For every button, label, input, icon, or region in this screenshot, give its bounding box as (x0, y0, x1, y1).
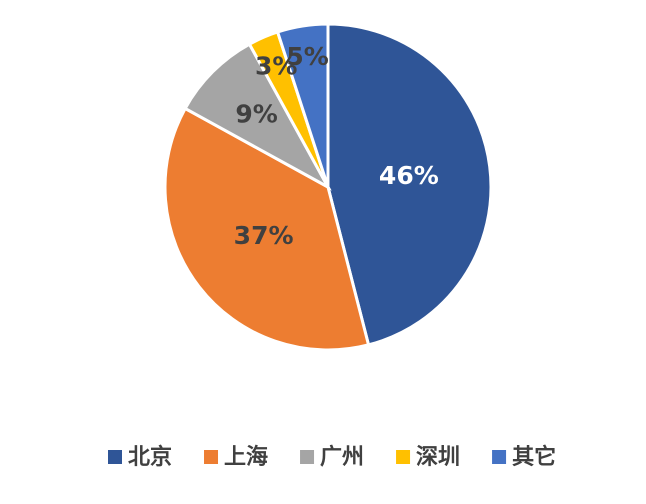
legend-label: 上海 (224, 444, 268, 470)
legend-swatch (492, 450, 507, 464)
legend-label: 其它 (512, 444, 556, 470)
legend-swatch (204, 450, 219, 464)
pie-slice (275, 22, 330, 188)
legend-swatch (396, 450, 411, 464)
data-label: 5% (286, 42, 328, 71)
legend-label: 深圳 (416, 445, 460, 470)
data-label: 3% (255, 51, 297, 80)
pie-slice (183, 42, 332, 191)
legend-swatch (108, 450, 122, 464)
pie-slice (163, 106, 371, 352)
data-label: 37% (234, 221, 294, 250)
legend-label: 广州 (320, 444, 364, 470)
legend-label: 北京 (128, 444, 172, 470)
data-label: 46% (379, 161, 439, 190)
data-label: 9% (235, 100, 277, 129)
legend-swatch (300, 450, 315, 464)
pie-slice (326, 22, 493, 347)
